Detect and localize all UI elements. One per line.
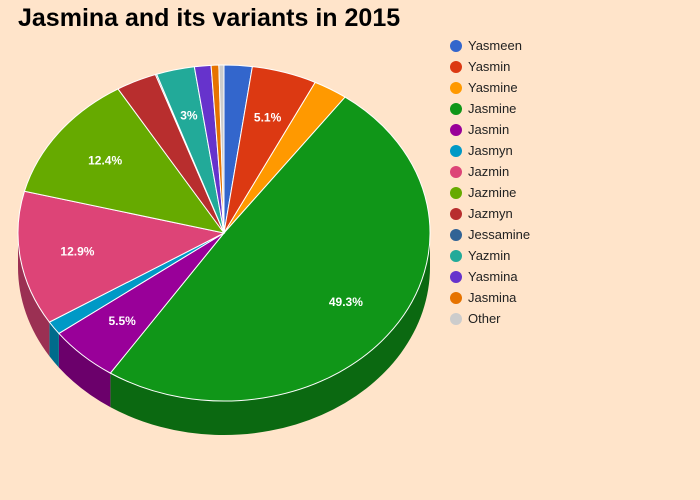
slice-label-yazmin: 3% — [180, 108, 198, 122]
slice-side-jasmine — [110, 233, 430, 436]
slice-label-yasmin: 5.1% — [254, 110, 282, 124]
slice-side-jasmyn — [49, 322, 59, 368]
legend-swatch — [450, 102, 462, 115]
legend-label: Yasmina — [468, 269, 518, 284]
legend-label: Jessamine — [468, 227, 531, 242]
legend-item-yasmine[interactable]: Yasmine — [450, 77, 530, 98]
legend-swatch — [450, 228, 462, 241]
legend-swatch — [450, 165, 462, 178]
legend-label: Jazmin — [468, 164, 510, 179]
legend-item-jasmina[interactable]: Jasmina — [450, 287, 530, 308]
legend-item-jessamine[interactable]: Jessamine — [450, 224, 530, 245]
legend-label: Jasmine — [468, 101, 517, 116]
legend-item-yasmeen[interactable]: Yasmeen — [450, 35, 530, 56]
legend-label: Yasmin — [468, 59, 511, 74]
legend-swatch — [450, 291, 462, 304]
legend-item-jasmyn[interactable]: Jasmyn — [450, 140, 530, 161]
legend-swatch — [450, 207, 462, 220]
slice-jazmine[interactable] — [23, 88, 226, 234]
legend-swatch — [450, 39, 462, 52]
legend-item-jasmin[interactable]: Jasmin — [450, 119, 530, 140]
legend-item-yazmin[interactable]: Yazmin — [450, 245, 530, 266]
legend-label: Jasmin — [468, 122, 510, 137]
slice-side-jazmin — [18, 233, 50, 357]
legend-item-jazmyn[interactable]: Jazmyn — [450, 203, 530, 224]
legend: Yasmeen Yasmin Yasmine Jasmine Jasmin Jasmyn J… — [450, 35, 530, 329]
slice-label-jazmin: 12.9% — [60, 245, 94, 259]
legend-label: Jazmyn — [468, 206, 513, 221]
legend-swatch — [450, 249, 462, 262]
legend-item-jasmine[interactable]: Jasmine — [450, 98, 530, 119]
slice-jazmin[interactable] — [17, 190, 226, 323]
legend-item-other[interactable]: Other — [450, 308, 530, 329]
legend-label: Yasmeen — [468, 38, 522, 53]
legend-label: Jasmina — [468, 290, 517, 305]
slice-label-jasmine: 49.3% — [329, 295, 363, 309]
legend-swatch — [450, 186, 462, 199]
pie-labels-layer: 5.1% 49.3% 5.5% 12.9% 12.4% 3% — [60, 108, 363, 327]
legend-item-yasmin[interactable]: Yasmin — [450, 56, 530, 77]
legend-label: Yasmine — [468, 80, 518, 95]
legend-label: Other — [468, 311, 501, 326]
slice-jasmine[interactable] — [109, 96, 431, 402]
legend-swatch — [450, 60, 462, 73]
legend-item-jazmine[interactable]: Jazmine — [450, 182, 530, 203]
legend-item-jazmin[interactable]: Jazmin — [450, 161, 530, 182]
legend-item-yasmina[interactable]: Yasmina — [450, 266, 530, 287]
legend-swatch — [450, 123, 462, 136]
legend-swatch — [450, 144, 462, 157]
legend-swatch — [450, 81, 462, 94]
legend-label: Jasmyn — [468, 143, 513, 158]
slice-label-jasmin: 5.5% — [108, 314, 136, 328]
legend-swatch — [450, 270, 462, 283]
chart-title: Jasmina and its variants in 2015 — [18, 4, 401, 32]
slice-label-jazmine: 12.4% — [88, 154, 122, 168]
pie-depth-layer — [18, 233, 430, 436]
legend-label: Yazmin — [468, 248, 511, 263]
pie-top-layer — [17, 64, 431, 402]
legend-swatch — [450, 312, 462, 325]
legend-label: Jazmine — [468, 185, 517, 200]
slice-side-jasmin — [58, 333, 111, 408]
slice-other[interactable] — [218, 64, 225, 234]
